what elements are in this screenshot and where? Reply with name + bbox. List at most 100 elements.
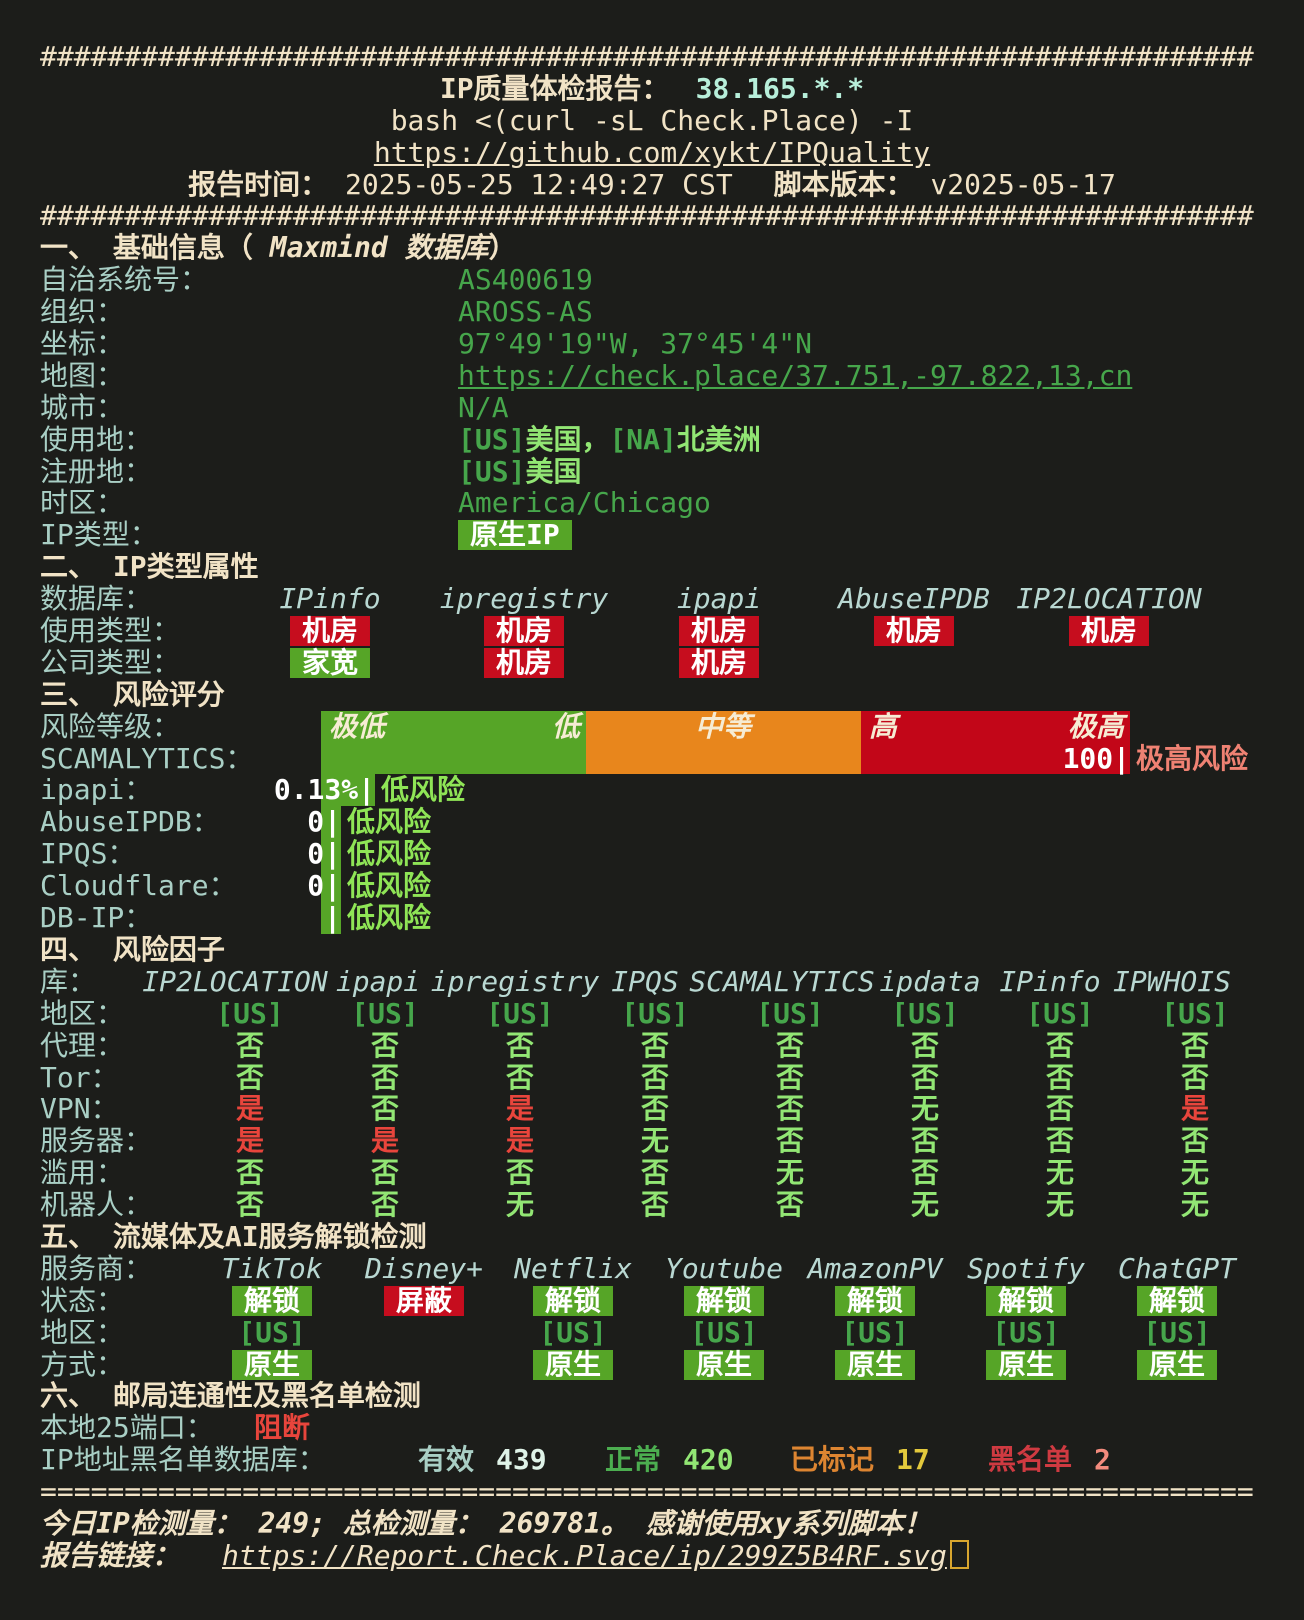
factor-cell-vpn-ipwhois: 是	[1180, 1092, 1210, 1126]
iptype-rows: 数据库： IPinfo ipregistry ipapi AbuseIPDB IP2LOC…	[0, 583, 1304, 679]
factor-cell-server-ipwhois: 否	[1180, 1124, 1210, 1158]
factor-cell-region-ipwhois: [US]	[1161, 996, 1229, 1030]
risk-level-cloudflare: 低风险	[347, 869, 432, 903]
factor-cell-robot-ip2location: 否	[235, 1188, 265, 1222]
terminal-cursor	[949, 1539, 969, 1569]
row-label-method: 方式：	[40, 1347, 125, 1381]
row-company-type: 公司类型： 家宽 机房 机房	[0, 647, 1304, 679]
info-value-ip-type: 原生IP	[458, 519, 572, 551]
risk-scale-segment-g	[321, 710, 586, 743]
blacklist-label: IP地址黑名单数据库：	[40, 1443, 326, 1477]
factor-cell-tor-ipinfo: 否	[1045, 1060, 1075, 1094]
cell-method-spotify: 原生	[985, 1349, 1067, 1381]
factor-cell-abuse-ipregistry: 否	[505, 1156, 535, 1190]
factor-column-ipapi: ipapi	[335, 964, 421, 998]
risk-scale-segment-r	[861, 710, 1130, 743]
risk-bar-abuseipdb	[321, 806, 341, 839]
badge-method-tiktok: 原生	[231, 1349, 313, 1380]
factor-column-ipqs: IPQS	[611, 964, 679, 998]
risk-level-dbip: 低风险	[347, 901, 432, 935]
region-code: [NA]	[609, 422, 677, 456]
badge-usage-type-abuseipdb: 机房	[873, 616, 955, 647]
badge-status-netflix: 解锁	[532, 1285, 614, 1316]
risk-scale-segment-o	[586, 710, 861, 743]
badge-company-type-ipregistry: 机房	[483, 647, 565, 678]
report-ip: 38.165.*.*	[695, 71, 865, 105]
badge-status-disney: 屏蔽	[383, 1285, 465, 1316]
factor-cell-proxy-ipdata: 否	[910, 1028, 940, 1062]
cell-method-chatgpt: 原生	[1136, 1349, 1218, 1381]
section-iptype-heading: 二、 IP类型属性	[40, 550, 259, 584]
region-code: [US]	[458, 454, 526, 488]
cell-company-type-ipregistry: 机房	[483, 647, 565, 679]
risk-score-row-dbip: DB-IP： | 低风险	[0, 902, 1304, 934]
basic-heading-prefix: 一、 基础信息（	[40, 231, 270, 265]
risk-score-value-dbip: |	[324, 901, 341, 935]
blacklist-stat-value-normal: 420	[683, 1443, 734, 1477]
report-title-line: IP质量体检报告： 38.165.*.*	[0, 71, 1304, 105]
badge-status-youtube: 解锁	[683, 1285, 765, 1316]
factor-cell-region-scamalytics: [US]	[756, 996, 824, 1030]
info-value-usage-location: [US]美国，[NA]北美洲	[458, 422, 761, 456]
factor-cell-vpn-scamalytics: 否	[775, 1092, 805, 1126]
cell-usage-type-abuseipdb: 机房	[873, 615, 955, 647]
smtp-port-label: 本地25端口：	[40, 1411, 214, 1445]
factor-cell-region-ip2location: [US]	[216, 996, 284, 1030]
info-row-usage-location: 使用地： [US]美国，[NA]北美洲	[0, 422, 1304, 456]
repo-link[interactable]: https://github.com/xykt/IPQuality	[373, 135, 931, 169]
badge-company-type-ipapi: 机房	[678, 647, 760, 678]
column-header-disney: Disney+	[364, 1251, 484, 1285]
factor-cell-proxy-ipwhois: 否	[1180, 1028, 1210, 1062]
factor-cell-server-ipqs: 无	[640, 1124, 670, 1158]
cell-region-chatgpt: [US]	[1143, 1315, 1211, 1349]
section-risk-heading: 三、 风险评分	[40, 677, 225, 711]
report-link[interactable]: https://Report.Check.Place/ip/299Z5B4RF.…	[222, 1538, 947, 1572]
row-usage-type: 使用类型： 机房 机房 机房 机房 机房	[0, 615, 1304, 647]
badge-usage-type-ipregistry: 机房	[483, 616, 565, 647]
risk-bar-cloudflare	[321, 870, 341, 903]
report-link-wrap: https://Report.Check.Place/ip/299Z5B4RF.…	[222, 1538, 969, 1572]
cell-region-youtube: [US]	[690, 1315, 758, 1349]
factor-column-ipinfo: IPinfo	[999, 964, 1101, 998]
info-value-map[interactable]: https://check.place/37.751,-97.822,13,cn	[458, 358, 1133, 392]
risk-score-label-dbip: DB-IP：	[40, 901, 153, 935]
media-rows: 服务商： TikTok Disney+ Netflix Youtube AmazonPV S…	[0, 1251, 1304, 1381]
factor-cell-robot-ipqs: 否	[640, 1188, 670, 1222]
badge-status-chatgpt: 解锁	[1136, 1285, 1218, 1316]
risk-level-ipapi: 低风险	[381, 773, 466, 807]
smtp-port-line: 本地25端口： 阻断	[0, 1412, 1304, 1444]
column-header-ip2location: IP2LOCATION	[1016, 582, 1202, 616]
column-header-youtube: Youtube	[664, 1251, 784, 1285]
factor-label-vpn: VPN：	[40, 1092, 119, 1126]
ip-type-badge: 原生IP	[458, 520, 572, 551]
blacklist-line: IP地址黑名单数据库： 有效 439 正常 420 已标记 17 黑名单 2	[0, 1444, 1304, 1476]
factor-cell-robot-scamalytics: 否	[775, 1188, 805, 1222]
blacklist-stat-normal: 正常 420	[605, 1444, 734, 1476]
cell-region-spotify: [US]	[992, 1315, 1060, 1349]
badge-company-type-ipinfo: 家宽	[289, 647, 371, 678]
risk-rows: 风险等级： 极低 低 中等 高 极高 SCAMALYTICS： 100| 极高风险 ipapi： 0…	[0, 710, 1304, 934]
badge-usage-type-ipapi: 机房	[678, 616, 760, 647]
basic-heading-suffix: ）	[488, 231, 517, 265]
info-value-asn: AS400619	[458, 263, 593, 297]
report-link-label: 报告链接：	[40, 1538, 181, 1572]
row-label-company-type: 公司类型：	[40, 645, 181, 679]
column-header-tiktok: TikTok	[221, 1251, 323, 1285]
info-label-asn: 自治系统号：	[40, 263, 209, 297]
meta-line: 报告时间： 2025-05-25 12:49:27 CST 脚本版本： v202…	[0, 168, 1304, 201]
info-label-map: 地图：	[40, 358, 125, 392]
column-header-spotify: Spotify	[966, 1251, 1086, 1285]
risk-score-value-abuseipdb: 0|	[307, 805, 341, 839]
risk-score-value-ipapi: 0.13%|	[273, 773, 375, 807]
badge-method-amazonpv: 原生	[834, 1349, 916, 1380]
badge-method-chatgpt: 原生	[1136, 1349, 1218, 1380]
factor-cell-proxy-ipregistry: 否	[505, 1028, 535, 1062]
factor-cell-vpn-ipregistry: 是	[505, 1092, 535, 1126]
cell-region-amazonpv: [US]	[841, 1315, 909, 1349]
basic-info-rows: 自治系统号： AS400619 组织： AROSS-AS 坐标： 97°49'19"W, …	[0, 264, 1304, 551]
cell-usage-type-ipapi: 机房	[678, 615, 760, 647]
factor-label-server: 服务器：	[40, 1124, 153, 1158]
risk-score-label-abuseipdb: AbuseIPDB：	[40, 805, 220, 839]
cell-method-netflix: 原生	[532, 1349, 614, 1381]
cell-region-tiktok: [US]	[238, 1315, 306, 1349]
